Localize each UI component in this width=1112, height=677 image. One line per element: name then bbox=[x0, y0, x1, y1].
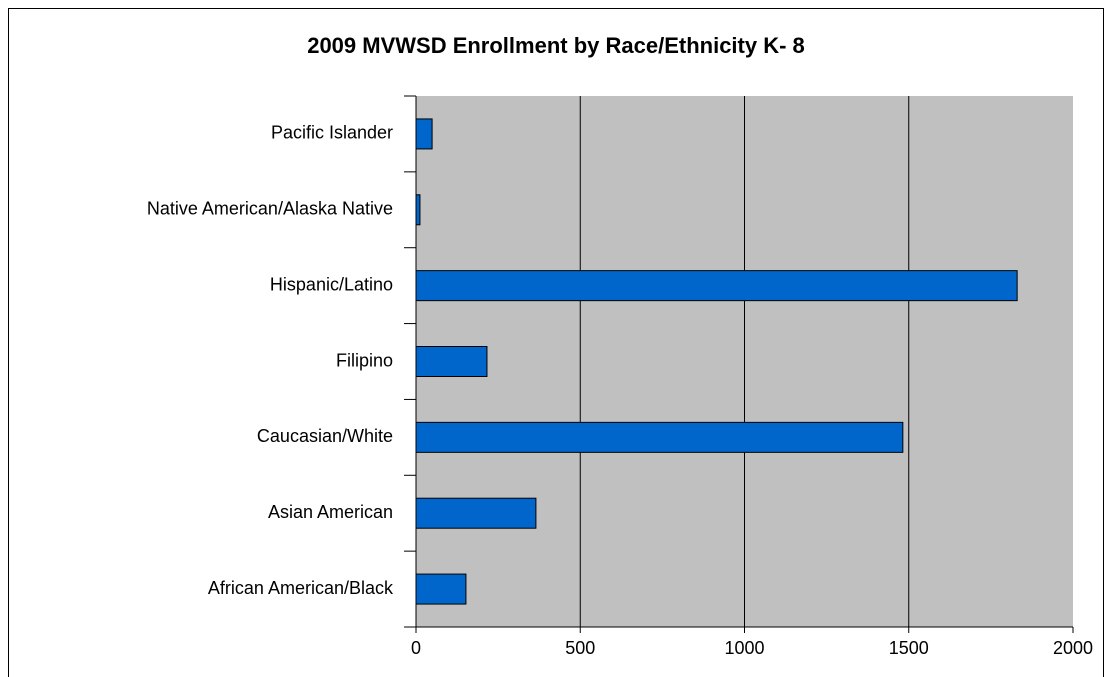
bar bbox=[415, 270, 1018, 302]
y-tick-label: Asian American bbox=[268, 502, 393, 522]
y-tick-label: Filipino bbox=[336, 350, 393, 370]
x-tick-label: 1000 bbox=[724, 638, 764, 658]
bar bbox=[415, 497, 537, 529]
x-tick-label: 0 bbox=[411, 638, 421, 658]
x-tick-label: 2000 bbox=[1053, 638, 1093, 658]
y-tick-label: Native American/Alaska Native bbox=[147, 199, 393, 219]
bar bbox=[415, 573, 467, 605]
x-tick-label: 500 bbox=[565, 638, 595, 658]
bar bbox=[415, 421, 904, 453]
x-tick-label: 1500 bbox=[889, 638, 929, 658]
bar bbox=[415, 194, 421, 226]
y-tick-label: African American/Black bbox=[208, 578, 394, 598]
bar bbox=[415, 118, 433, 150]
bar bbox=[415, 346, 488, 377]
chart-title: 2009 MVWSD Enrollment by Race/Ethnicity … bbox=[307, 33, 805, 58]
y-tick-label: Pacific Islander bbox=[271, 123, 393, 143]
y-tick-label: Hispanic/Latino bbox=[270, 274, 393, 294]
y-tick-label: Caucasian/White bbox=[257, 426, 393, 446]
